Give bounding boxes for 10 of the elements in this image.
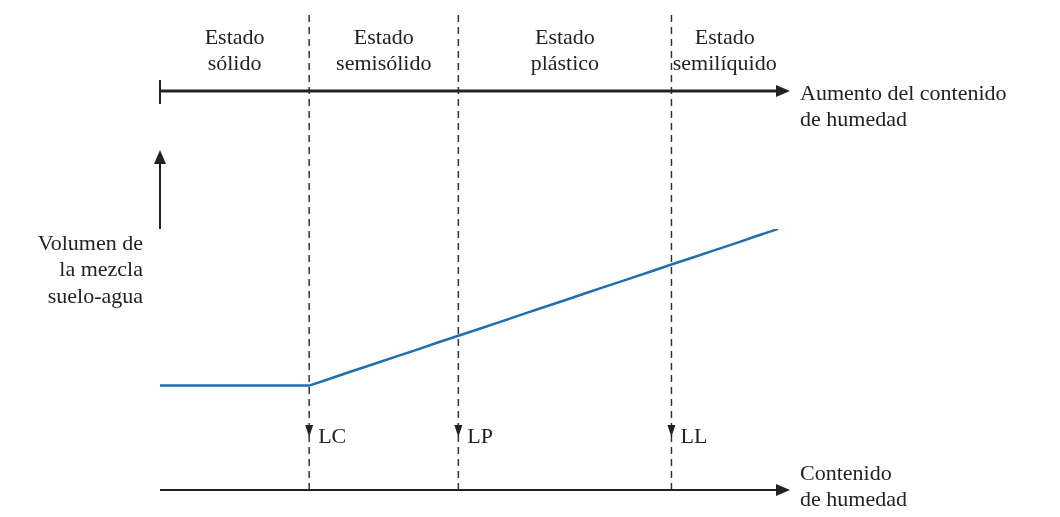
text: Estado plástico [530, 24, 600, 76]
annotation: LL [680, 423, 708, 448]
text: Estado semilíquido [672, 24, 777, 76]
y-axis-title: Volumen de la mezcla suelo-agua [37, 230, 144, 308]
text: Estado sólido [204, 24, 265, 76]
x-axis-title: Contenido de humedad [800, 460, 907, 512]
annotation: LC [318, 423, 347, 448]
text: Estado semisólido [336, 24, 432, 76]
annotation: LP [467, 423, 494, 448]
text: Aumento del contenido de humedad [800, 80, 1007, 132]
